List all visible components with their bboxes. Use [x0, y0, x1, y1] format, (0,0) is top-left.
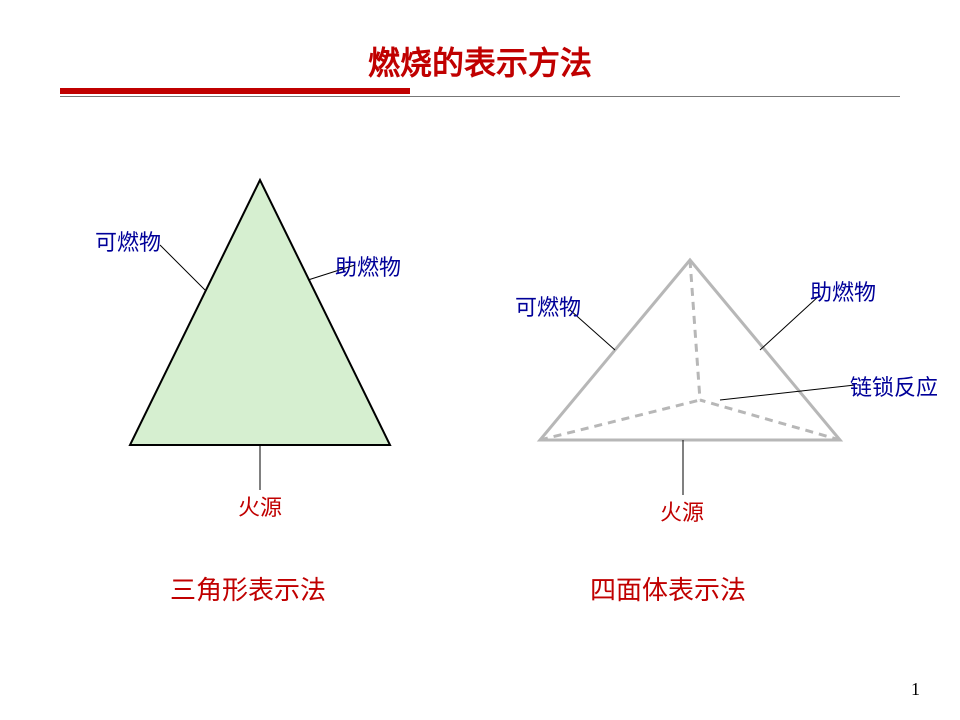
diagram-svg	[0, 0, 960, 720]
label-tet-fuel: 可燃物	[515, 290, 581, 322]
label-tri-heat: 火源	[238, 490, 282, 522]
label-tet-oxidizer: 助燃物	[810, 275, 876, 307]
caption-tetra: 四面体表示法	[590, 570, 746, 607]
fire-triangle	[130, 180, 390, 445]
tetra-outer	[540, 260, 840, 440]
leader-tri-left	[160, 245, 205, 290]
page-number: 1	[911, 679, 920, 700]
tetra-edge-2	[540, 400, 700, 440]
tetra-edge-3	[700, 400, 840, 440]
tetra-edge-1	[690, 260, 700, 400]
leader-tet-chain	[720, 385, 855, 400]
label-tet-chain: 链锁反应	[850, 370, 938, 402]
label-tri-oxidizer: 助燃物	[335, 250, 401, 282]
caption-triangle: 三角形表示法	[170, 570, 326, 607]
label-tri-fuel: 可燃物	[95, 225, 161, 257]
label-tet-heat: 火源	[660, 495, 704, 527]
